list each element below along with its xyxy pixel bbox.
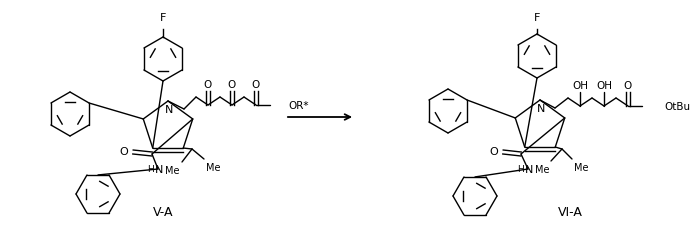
Text: F: F bbox=[160, 13, 166, 23]
Text: H: H bbox=[147, 165, 154, 174]
Text: OtBu: OtBu bbox=[664, 101, 690, 112]
Text: O: O bbox=[489, 146, 498, 156]
Text: H: H bbox=[518, 165, 524, 174]
Text: O: O bbox=[624, 81, 632, 91]
Text: Me: Me bbox=[165, 165, 180, 175]
Text: OH: OH bbox=[572, 81, 588, 91]
Text: F: F bbox=[534, 13, 540, 23]
Text: Me: Me bbox=[535, 164, 549, 174]
Text: OR*: OR* bbox=[288, 101, 309, 111]
Text: V-A: V-A bbox=[153, 206, 173, 218]
Text: N: N bbox=[537, 104, 545, 114]
Text: O: O bbox=[228, 80, 236, 90]
Text: VI-A: VI-A bbox=[558, 206, 582, 218]
Text: OH: OH bbox=[596, 81, 612, 91]
Text: N: N bbox=[165, 105, 173, 114]
Text: Me: Me bbox=[206, 162, 221, 172]
Text: N: N bbox=[525, 164, 533, 174]
Text: Me: Me bbox=[574, 162, 588, 172]
Text: O: O bbox=[204, 80, 212, 90]
Text: O: O bbox=[119, 146, 128, 156]
Text: O: O bbox=[252, 80, 260, 90]
Text: N: N bbox=[155, 164, 163, 174]
